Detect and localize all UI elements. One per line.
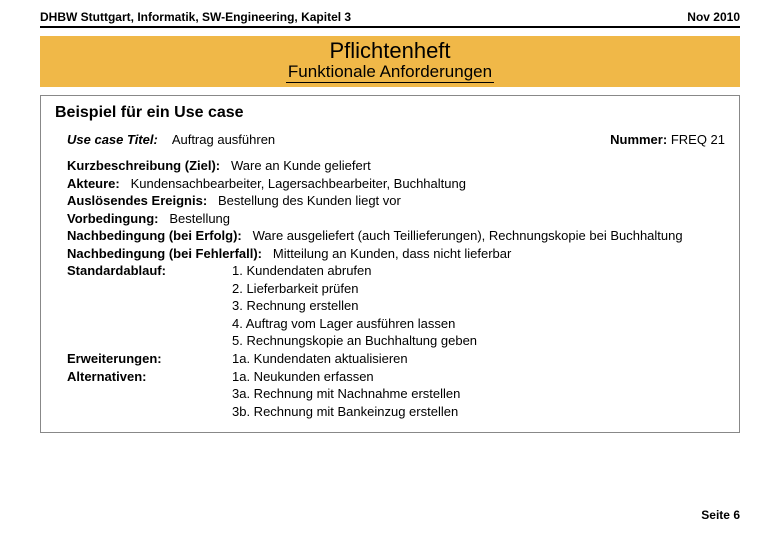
alternativen-row: Alternativen: 1a. Neukunden erfassen 3a.… <box>67 368 725 421</box>
step: 2. Lieferbarkeit prüfen <box>232 280 725 298</box>
standardablauf-row: Standardablauf: 1. Kundendaten abrufen 2… <box>67 262 725 350</box>
standardablauf-label: Standardablauf: <box>67 262 232 350</box>
usecase-number-value: FREQ 21 <box>671 132 725 147</box>
banner-subtitle: Funktionale Anforderungen <box>286 62 494 83</box>
step: 4. Auftrag vom Lager ausführen lassen <box>232 315 725 333</box>
kurzbeschreibung-label: Kurzbeschreibung (Ziel): <box>67 158 220 173</box>
ausloesendes-label: Auslösendes Ereignis: <box>67 193 207 208</box>
usecase-title-row: Use case Titel: Auftrag ausführen Nummer… <box>55 132 725 147</box>
nach-erfolg-label: Nachbedingung (bei Erfolg): <box>67 228 242 243</box>
standardablauf-steps: 1. Kundendaten abrufen 2. Lieferbarkeit … <box>232 262 725 350</box>
akteure-label: Akteure: <box>67 176 120 191</box>
kurzbeschreibung-value: Ware an Kunde geliefert <box>231 158 371 173</box>
step: 3. Rechnung erstellen <box>232 297 725 315</box>
alternativen-steps: 1a. Neukunden erfassen 3a. Rechnung mit … <box>232 368 725 421</box>
header-right: Nov 2010 <box>687 10 740 24</box>
vorbedingung-value: Bestellung <box>169 211 230 226</box>
nach-fehler-label: Nachbedingung (bei Fehlerfall): <box>67 246 262 261</box>
step: 5. Rechnungskopie an Buchhaltung geben <box>232 332 725 350</box>
nach-erfolg-value: Ware ausgeliefert (auch Teillieferungen)… <box>253 228 683 243</box>
step: 1. Kundendaten abrufen <box>232 262 725 280</box>
vorbedingung-label: Vorbedingung: <box>67 211 158 226</box>
banner-title: Pflichtenheft <box>40 38 740 64</box>
usecase-body: Kurzbeschreibung (Ziel): Ware an Kunde g… <box>55 157 725 420</box>
erweiterungen-value: 1a. Kundendaten aktualisieren <box>232 350 725 368</box>
title-banner: Pflichtenheft Funktionale Anforderungen <box>40 36 740 87</box>
erweiterungen-row: Erweiterungen: 1a. Kundendaten aktualisi… <box>67 350 725 368</box>
alternativen-label: Alternativen: <box>67 368 232 421</box>
header-divider <box>40 26 740 28</box>
usecase-title-value: Auftrag ausführen <box>172 132 275 147</box>
section-heading: Beispiel für ein Use case <box>55 104 725 122</box>
usecase-title-label: Use case Titel: <box>67 132 158 147</box>
step: 3a. Rechnung mit Nachnahme erstellen <box>232 385 725 403</box>
header-left: DHBW Stuttgart, Informatik, SW-Engineeri… <box>40 10 351 24</box>
step: 3b. Rechnung mit Bankeinzug erstellen <box>232 403 725 421</box>
content-box: Beispiel für ein Use case Use case Titel… <box>40 95 740 433</box>
ausloesendes-value: Bestellung des Kunden liegt vor <box>218 193 401 208</box>
erweiterungen-label: Erweiterungen: <box>67 350 232 368</box>
usecase-number: Nummer: FREQ 21 <box>610 132 725 147</box>
nach-fehler-value: Mitteilung an Kunden, dass nicht lieferb… <box>273 246 511 261</box>
page-footer: Seite 6 <box>701 508 740 522</box>
step: 1a. Neukunden erfassen <box>232 368 725 386</box>
akteure-value: Kundensachbearbeiter, Lagersachbearbeite… <box>131 176 466 191</box>
usecase-number-label: Nummer: <box>610 132 667 147</box>
